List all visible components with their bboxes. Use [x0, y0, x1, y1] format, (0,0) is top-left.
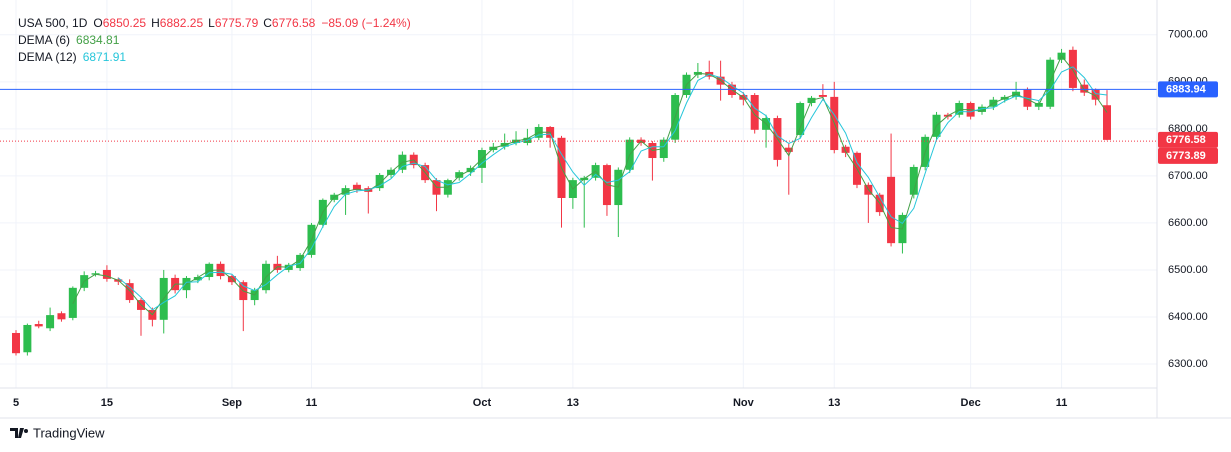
ohlc-value: 6850.25 — [103, 16, 147, 30]
price-label-box — [1158, 81, 1218, 98]
candle-body — [1091, 89, 1100, 100]
grid — [0, 0, 1157, 388]
price-label-box — [1158, 147, 1218, 164]
y-tick-label: 7000.00 — [1168, 29, 1208, 41]
candle-body — [1068, 49, 1077, 88]
x-tick-label: Dec — [961, 397, 981, 409]
x-tick-label: 11 — [1056, 397, 1068, 409]
ohlc-key: L — [208, 16, 215, 30]
indicator-legend: DEMA (12) 6871.91 — [18, 50, 126, 64]
candle-body — [193, 277, 202, 281]
x-tick-label: Nov — [733, 397, 755, 409]
y-tick-label: 6700.00 — [1168, 170, 1208, 182]
candle-body — [57, 313, 66, 320]
y-tick-label: 6400.00 — [1168, 311, 1208, 323]
header: USA 500, 1D O6850.25 H6882.25 L6775.79 C6776… — [18, 16, 411, 30]
candle-body — [102, 269, 111, 279]
indicator-legend: DEMA (6) 6834.81 — [18, 33, 120, 47]
y-tick-label: 6600.00 — [1168, 217, 1208, 229]
candle-body — [1080, 84, 1089, 93]
candle-body — [23, 324, 32, 353]
candle-body — [750, 95, 759, 130]
indicator-name: DEMA (6) — [18, 33, 70, 47]
x-tick-label: 13 — [828, 397, 840, 409]
x-tick-label: Oct — [473, 397, 492, 409]
candle-body — [841, 146, 850, 153]
candle-body — [796, 102, 805, 135]
legend: USA 500, 1D O6850.25 H6882.25 L6775.79 C6776… — [18, 16, 411, 64]
candle-body — [375, 174, 384, 189]
y-tick-label: 6300.00 — [1168, 358, 1208, 370]
indicator-value: 6871.91 — [83, 50, 127, 64]
logo-dot — [24, 429, 28, 433]
candle-body — [1103, 105, 1111, 140]
ohlc-key: C — [263, 16, 272, 30]
x-tick-label: 13 — [567, 397, 579, 409]
x-tick-label: 15 — [101, 397, 113, 409]
x-tick-label: 5 — [13, 397, 19, 409]
candle-body — [955, 102, 964, 115]
symbol: USA 500, 1D — [18, 16, 88, 30]
ohlc-value: 6882.25 — [160, 16, 204, 30]
indicator-line — [72, 55, 1108, 316]
candle-body — [887, 176, 896, 244]
x-tick-label: Sep — [222, 397, 242, 409]
candle-body — [352, 184, 361, 191]
axes: 6300.00 6400.00 6500.00 6600.00 6700.00 6800.… — [0, 0, 1231, 419]
candle-body — [1046, 59, 1055, 107]
brand-name: TradingView — [33, 425, 105, 440]
change: −85.09 (−1.24%) — [321, 16, 410, 30]
indicator-name: DEMA (12) — [18, 50, 77, 64]
price-label: 6773.89 — [1166, 150, 1206, 162]
candle-body — [818, 95, 827, 97]
ohlc-value: 6776.58 — [272, 16, 316, 30]
ohlc-value: 6775.79 — [215, 16, 259, 30]
candle-body — [125, 283, 134, 301]
candle-body — [909, 166, 918, 195]
ohlc-key: O — [93, 16, 102, 30]
candle-body — [296, 254, 305, 269]
candle-body — [46, 315, 55, 329]
candle-body — [12, 332, 20, 354]
y-tick-label: 6500.00 — [1168, 264, 1208, 276]
indicator-line — [117, 66, 1108, 311]
candle-body — [34, 324, 43, 327]
close-label-box — [1158, 131, 1218, 148]
candle-body — [977, 106, 986, 112]
ohlc-key: H — [151, 16, 160, 30]
x-tick-label: 11 — [306, 397, 318, 409]
plot — [0, 46, 1157, 356]
candle-body — [784, 147, 793, 152]
branding: TradingView — [10, 425, 105, 440]
logo — [10, 428, 24, 438]
close-label: 6776.58 — [1166, 134, 1206, 146]
y-tick-label: 6800.00 — [1168, 123, 1208, 135]
price-label: 6883.94 — [1166, 83, 1207, 95]
indicator-value: 6834.81 — [76, 33, 120, 47]
candle-body — [455, 172, 464, 178]
